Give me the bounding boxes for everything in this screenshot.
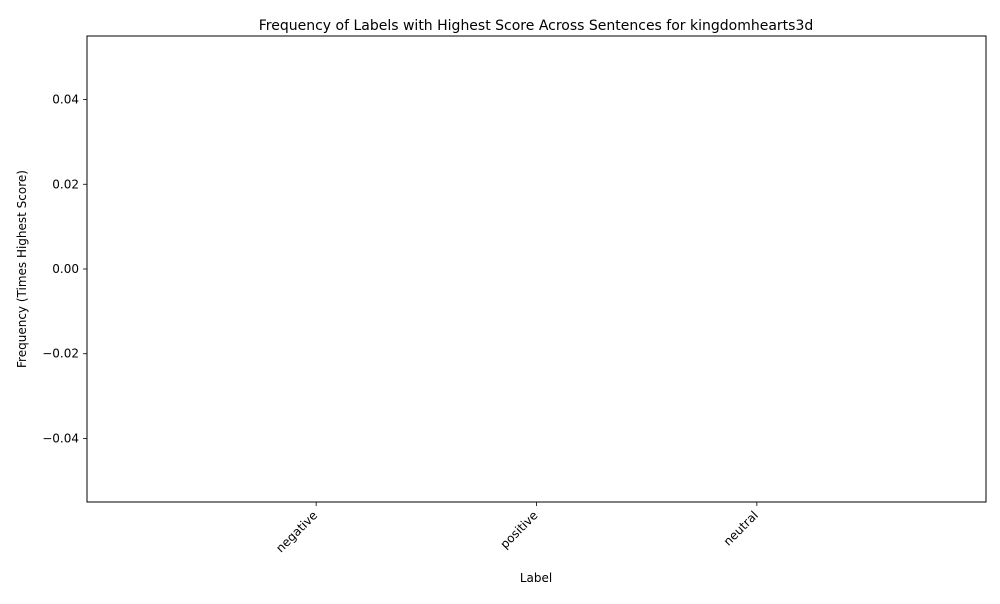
y-tick-label: −0.04 xyxy=(42,431,79,445)
y-axis-label: Frequency (Times Highest Score) xyxy=(15,170,29,368)
x-axis-label: Label xyxy=(520,571,552,585)
chart-title: Frequency of Labels with Highest Score A… xyxy=(259,18,814,34)
y-tick-label: 0.00 xyxy=(52,262,79,276)
y-tick-label: 0.02 xyxy=(52,177,79,191)
plot-area xyxy=(87,36,986,502)
y-tick-label: 0.04 xyxy=(52,93,79,107)
y-tick-label: −0.02 xyxy=(42,347,79,361)
axes-frame xyxy=(86,35,987,503)
